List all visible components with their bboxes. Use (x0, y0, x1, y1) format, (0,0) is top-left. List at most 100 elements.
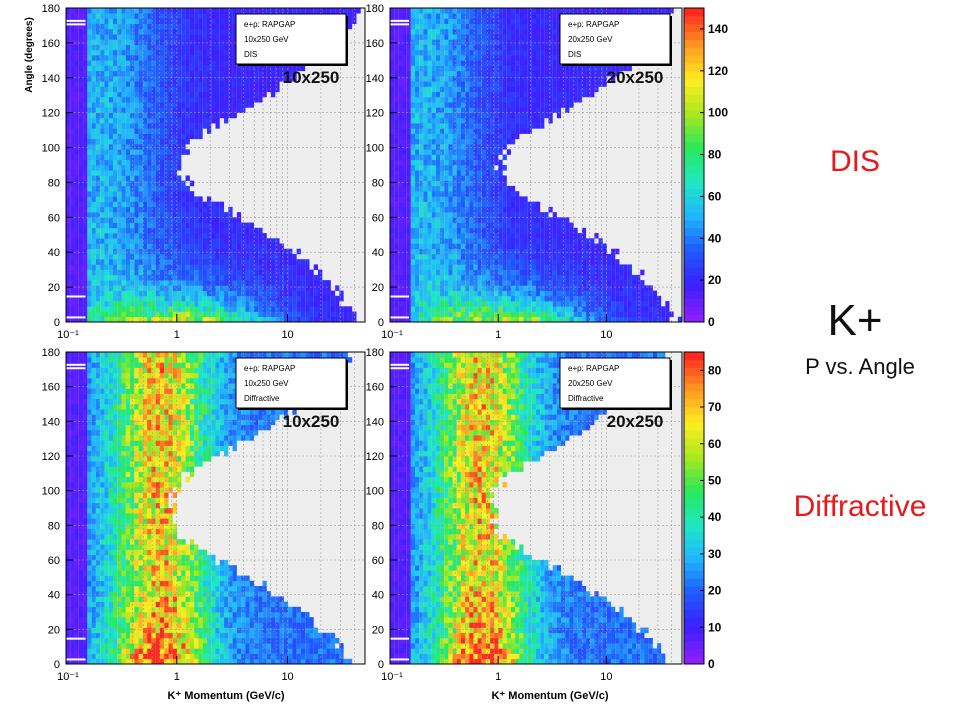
heatmap-cell (410, 8, 416, 14)
heatmap-cell (112, 238, 118, 244)
heatmap-cell (74, 295, 79, 302)
heatmap-cell (87, 144, 92, 150)
heatmap-cell (104, 243, 109, 250)
heatmap-cell (177, 13, 182, 19)
heatmap-cell (253, 306, 259, 312)
heatmap-cell (402, 44, 407, 51)
heatmap-cell (423, 81, 428, 87)
heatmap-cell (194, 201, 199, 208)
heatmap-cell (498, 34, 503, 40)
heatmap-cell (398, 269, 403, 276)
y-tick-label: 140 (42, 73, 60, 85)
heatmap-cell (490, 96, 495, 103)
heatmap-cell (494, 8, 499, 14)
heatmap-cell (444, 117, 449, 124)
heatmap-cell (262, 259, 267, 265)
heatmap-cell (189, 107, 195, 113)
heatmap-cell (283, 280, 289, 286)
heatmap-cell (390, 185, 395, 192)
heatmap-cell (95, 76, 101, 82)
heatmap-cell (465, 170, 470, 176)
heatmap-cell (477, 123, 482, 129)
heatmap-cell (130, 175, 135, 181)
legend-entry: DIS (244, 50, 257, 59)
heatmap-cell (112, 49, 118, 56)
heatmap-cell (465, 191, 470, 197)
heatmap-cell (108, 269, 113, 276)
heatmap-cell (125, 264, 131, 270)
heatmap-cell (91, 28, 96, 35)
heatmap-cell (95, 13, 101, 19)
heatmap-cell (151, 34, 156, 40)
heatmap-cell (494, 201, 499, 208)
heatmap-cell (228, 81, 233, 87)
heatmap-cell (477, 133, 482, 140)
heatmap-cell (296, 311, 301, 318)
heatmap-cell (117, 217, 122, 223)
heatmap-cell (164, 28, 169, 35)
heatmap-cell (431, 102, 436, 108)
heatmap-cell (87, 18, 92, 24)
heatmap-cell (70, 170, 75, 176)
heatmap-cell (258, 91, 263, 98)
heatmap-cell (87, 96, 92, 103)
heatmap-cell (279, 285, 284, 291)
heatmap-cell (460, 128, 466, 134)
heatmap-cell (490, 212, 495, 218)
heatmap-cell (215, 274, 220, 281)
heatmap-cell (527, 311, 532, 318)
heatmap-cell (465, 138, 470, 145)
heatmap-cell (410, 23, 416, 30)
heatmap-cell (206, 102, 212, 108)
heatmap-cell (440, 311, 445, 318)
heatmap-cell (172, 55, 178, 61)
heatmap-cell (440, 144, 445, 150)
heatmap-cell (390, 112, 395, 119)
heatmap-cell (485, 243, 491, 250)
heatmap-cell (419, 175, 424, 181)
heatmap-cell (406, 248, 411, 255)
heatmap-cell (228, 206, 233, 213)
heatmap-cell (390, 212, 395, 218)
heatmap-cell (215, 280, 220, 286)
heatmap-cell (527, 248, 532, 255)
heatmap-cell (477, 96, 482, 103)
heatmap-cell (112, 86, 118, 93)
heatmap-cell (78, 217, 84, 223)
heatmap-cell (415, 248, 420, 255)
heatmap-cell (485, 117, 491, 124)
heatmap-cell (95, 180, 101, 187)
heatmap-cell (83, 222, 88, 229)
heatmap-cell (117, 55, 122, 61)
heatmap-cell (494, 144, 499, 150)
heatmap-cell (194, 295, 199, 302)
heatmap-cell (134, 28, 139, 35)
heatmap-cell (519, 248, 524, 255)
heatmap-cell (531, 264, 536, 270)
heatmap-cell (147, 60, 152, 66)
heatmap-cell (219, 248, 225, 255)
heatmap-cell (78, 138, 84, 145)
heatmap-cell (410, 227, 416, 234)
heatmap-cell (473, 34, 478, 40)
heatmap-cell (121, 165, 126, 171)
heatmap-cell (151, 159, 156, 166)
heatmap-cell (452, 81, 457, 87)
heatmap-cell (108, 295, 113, 302)
heatmap-cell (211, 212, 216, 218)
heatmap-cell (177, 128, 182, 134)
heatmap-cell (481, 191, 486, 197)
heatmap-cell (159, 112, 165, 119)
heatmap-cell (477, 86, 482, 93)
heatmap-cell (481, 264, 486, 270)
heatmap-cell (452, 233, 457, 239)
heatmap-cell (415, 133, 420, 140)
heatmap-cell (415, 264, 420, 270)
heatmap-cell (219, 217, 225, 223)
heatmap-cell (394, 60, 399, 66)
heatmap-cell (465, 13, 470, 19)
heatmap-cell (452, 180, 457, 187)
y-tick-label: 80 (48, 177, 60, 189)
heatmap-cell (125, 34, 131, 40)
heatmap-cell (219, 102, 225, 108)
